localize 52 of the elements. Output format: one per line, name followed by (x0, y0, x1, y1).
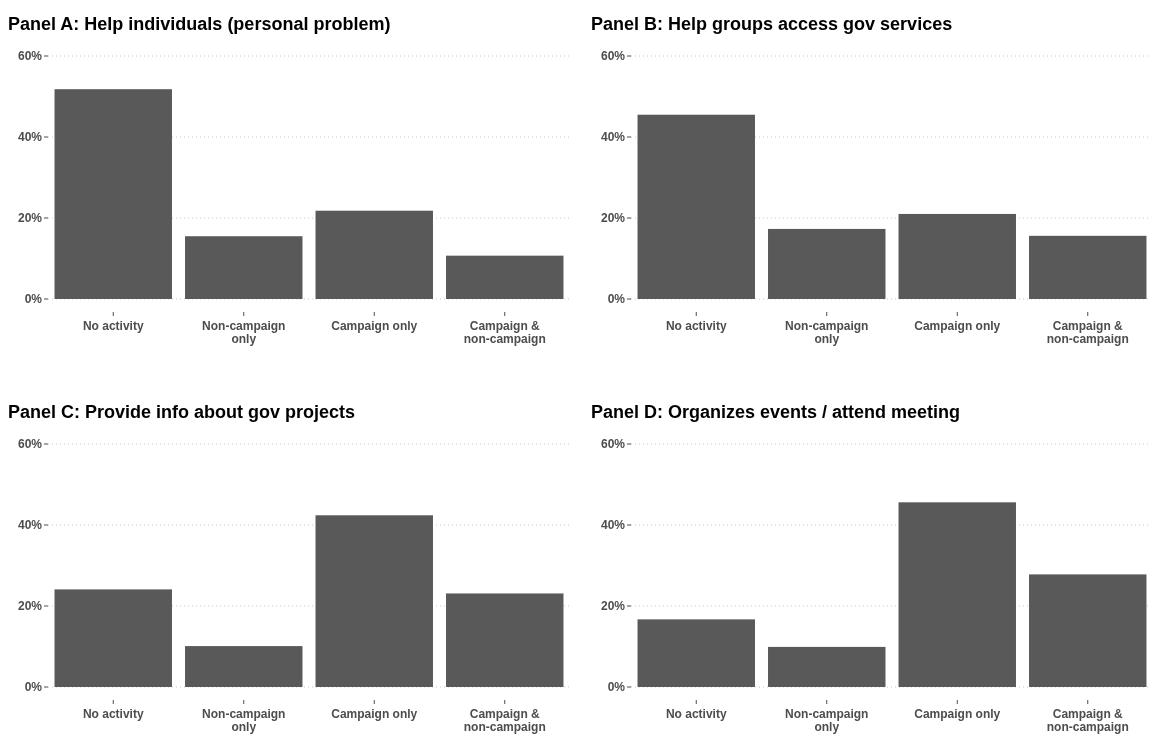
y-tick-label: 0% (607, 292, 626, 307)
bar (446, 593, 564, 687)
x-tick-label: No activity (665, 707, 727, 721)
bar (637, 619, 755, 687)
x-tick-label: Campaign & non-campaign (1046, 319, 1129, 346)
bar (446, 255, 564, 299)
chart-title: Panel B: Help groups access gov services (591, 14, 953, 34)
bar (185, 236, 303, 299)
x-tick-label: Campaign & non-campaign (463, 319, 546, 346)
x-tick-label: Non-campaign only (785, 707, 869, 734)
bar (315, 210, 433, 299)
y-tick-label: 0% (607, 680, 626, 695)
y-tick-label: 60% (600, 437, 626, 452)
x-tick-label: Campaign only (914, 707, 1001, 721)
x-tick-label: No activity (665, 319, 727, 333)
y-tick-label: 60% (600, 49, 626, 64)
x-tick-label: Campaign only (331, 319, 418, 333)
x-tick-label: Non-campaign only (202, 319, 286, 346)
bar (768, 228, 886, 299)
y-tick-label: 60% (17, 437, 43, 452)
bar (898, 502, 1016, 687)
bar (768, 646, 886, 687)
x-tick-label: Campaign & non-campaign (1046, 707, 1129, 734)
y-tick-label: 20% (600, 599, 626, 614)
y-tick-label: 60% (17, 49, 43, 64)
bar (1029, 235, 1147, 299)
x-tick-label: Campaign only (331, 707, 418, 721)
x-tick-label: Campaign & non-campaign (463, 707, 546, 734)
x-tick-label: Campaign only (914, 319, 1001, 333)
y-tick-label: 0% (24, 292, 43, 307)
y-tick-label: 40% (17, 518, 43, 533)
y-tick-label: 20% (600, 211, 626, 226)
bar (54, 589, 172, 687)
y-tick-label: 40% (600, 130, 626, 145)
bar (637, 114, 755, 299)
bar (1029, 574, 1147, 687)
bar (315, 515, 433, 687)
bar (898, 213, 1016, 299)
x-tick-label: No activity (82, 319, 144, 333)
x-tick-label: No activity (82, 707, 144, 721)
x-tick-label: Non-campaign only (202, 707, 286, 734)
bar (185, 646, 303, 687)
y-tick-label: 40% (600, 518, 626, 533)
chart-title: Panel A: Help individuals (personal problem) (8, 14, 391, 34)
y-tick-label: 20% (17, 599, 43, 614)
chart-title: Panel C: Provide info about gov projects (8, 402, 356, 422)
chart-title: Panel D: Organizes events / attend meeting (591, 402, 961, 422)
y-tick-label: 20% (17, 211, 43, 226)
x-tick-label: Non-campaign only (785, 319, 869, 346)
y-tick-label: 40% (17, 130, 43, 145)
bar (54, 89, 172, 299)
y-tick-label: 0% (24, 680, 43, 695)
